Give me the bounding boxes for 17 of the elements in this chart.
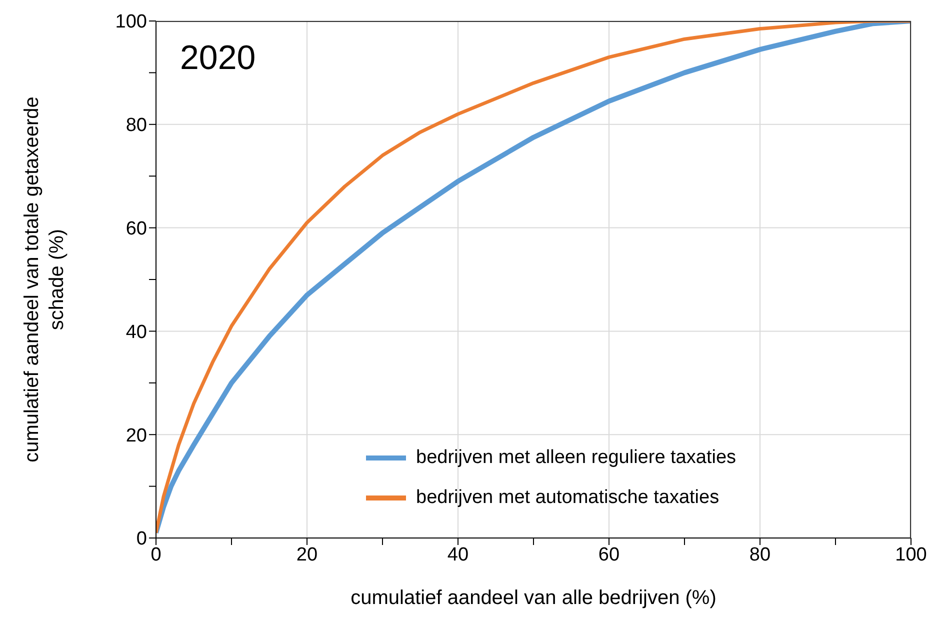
x-tick-label: 0 (150, 544, 162, 566)
x-tick-label: 40 (447, 544, 469, 566)
x-tick-label: 60 (598, 544, 620, 566)
x-tick-label: 100 (895, 544, 927, 566)
x-axis-title: cumulatief aandeel van alle bedrijven (%) (350, 587, 718, 610)
y-tick-label: 0 (136, 528, 147, 550)
y-tick-label: 80 (126, 115, 147, 136)
legend-label: bedrijven met alleen reguliere taxaties (416, 447, 736, 468)
text: 2020 (180, 39, 256, 78)
x-tick-label: 80 (749, 544, 771, 566)
y-tick-label: 60 (126, 218, 147, 240)
y-tick-label: 100 (115, 12, 147, 33)
legend-label: bedrijven met automatische taxaties (416, 487, 720, 508)
y-tick-label: 20 (126, 425, 147, 446)
x-tick-label: 20 (296, 544, 318, 566)
y-tick-label: 40 (126, 322, 147, 343)
y-axis-title: cumulatief aandeel van totale getaxeerde schade (%) (21, 96, 68, 462)
